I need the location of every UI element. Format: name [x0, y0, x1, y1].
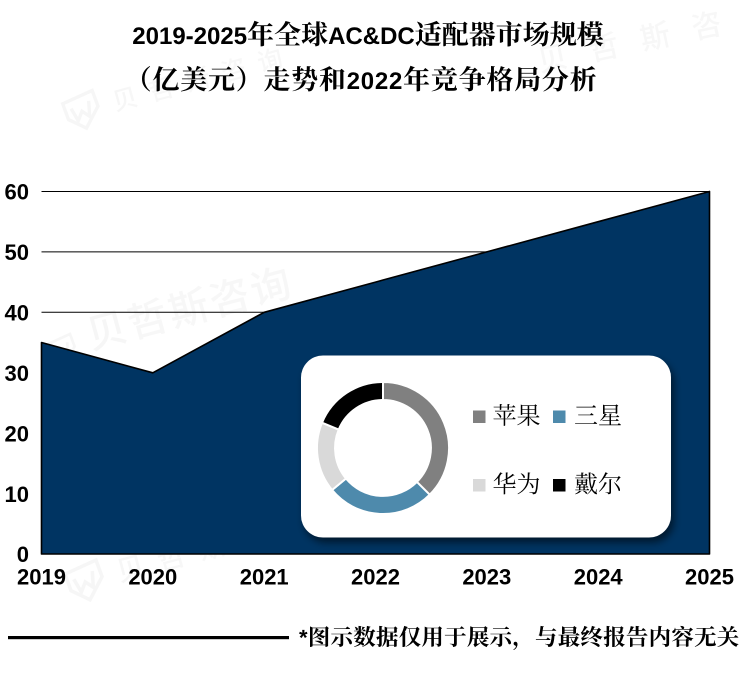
svg-text:2024: 2024: [574, 565, 624, 590]
svg-text:2023: 2023: [462, 565, 511, 590]
svg-text:2025: 2025: [685, 565, 734, 590]
svg-text:20: 20: [5, 421, 29, 446]
svg-text:30: 30: [5, 361, 29, 386]
svg-text:60: 60: [5, 180, 29, 205]
svg-text:2020: 2020: [128, 565, 177, 590]
svg-text:2021: 2021: [240, 565, 289, 590]
svg-text:0: 0: [17, 542, 29, 567]
svg-text:10: 10: [5, 482, 29, 507]
svg-text:2019: 2019: [17, 565, 66, 590]
svg-text:50: 50: [5, 240, 29, 265]
svg-text:40: 40: [5, 301, 29, 326]
svg-text:2022: 2022: [351, 565, 400, 590]
